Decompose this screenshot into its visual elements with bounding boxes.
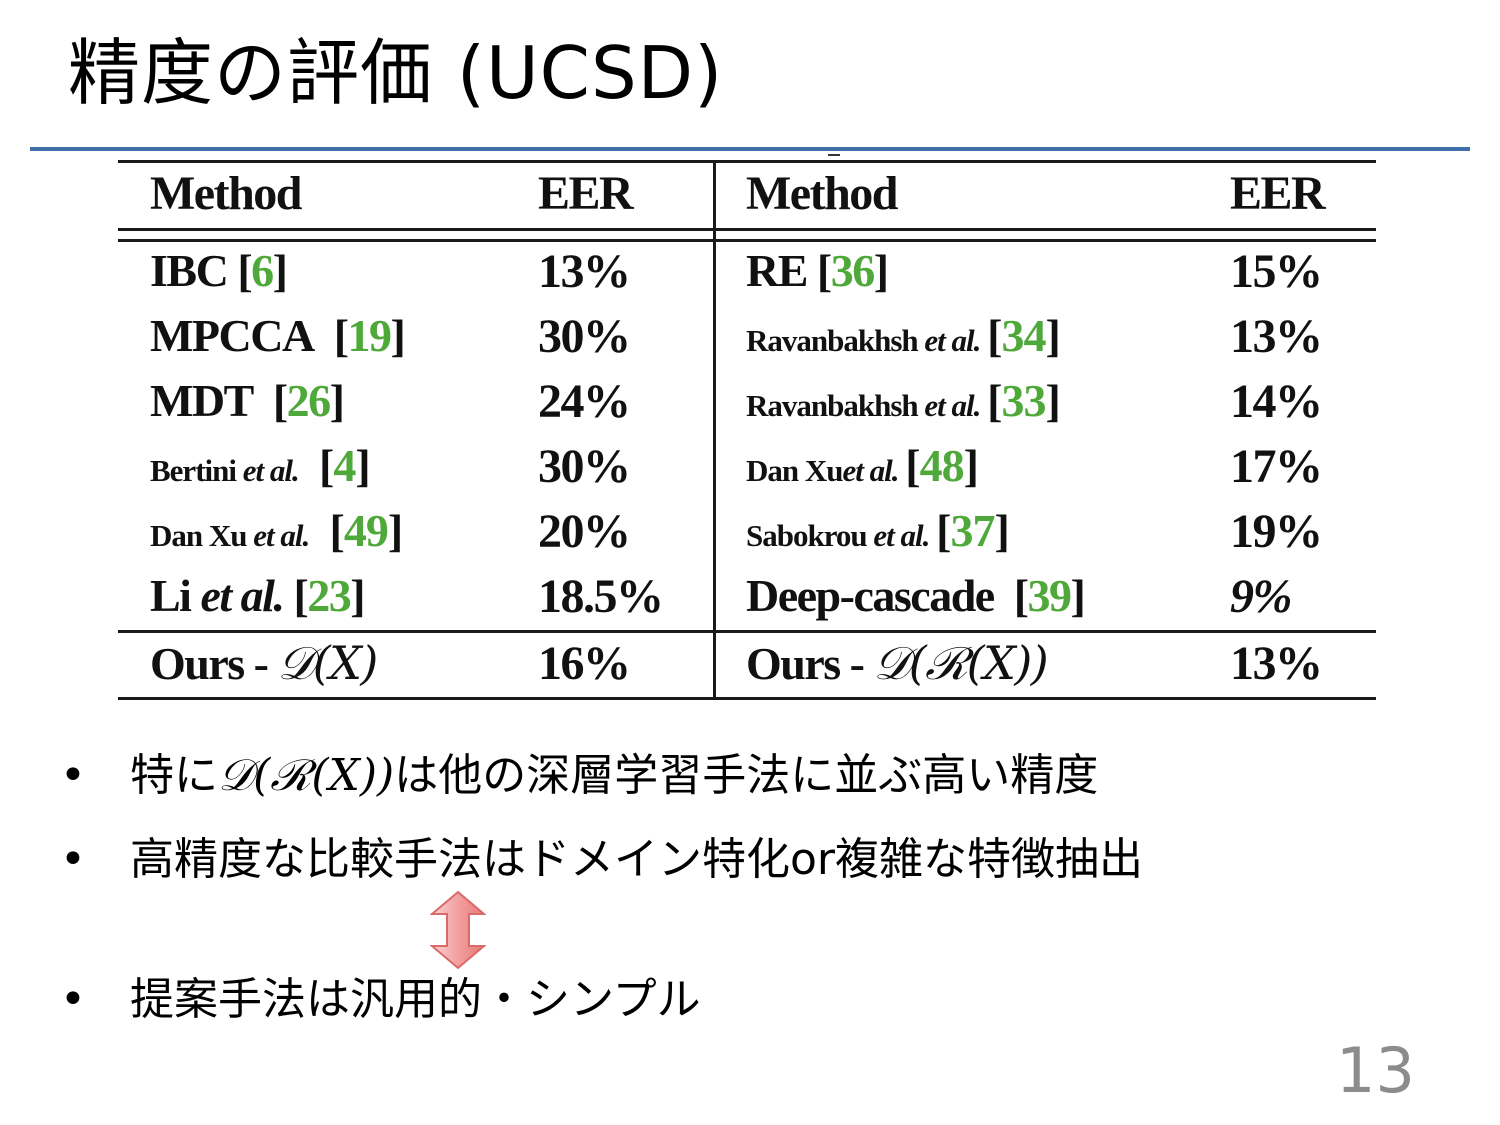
- ours-rule: [118, 630, 1376, 633]
- et-al: et al.: [842, 453, 900, 488]
- header-rule-2: [118, 239, 1376, 242]
- table-row-right-method: RE [36]: [746, 245, 889, 296]
- et-al: et al.: [253, 518, 310, 553]
- method-name: Dan Xu: [746, 453, 844, 488]
- citation: 26: [286, 375, 332, 426]
- header-right-eer: EER: [1230, 167, 1326, 220]
- table-row-right-eer: 14%: [1230, 375, 1323, 428]
- method-name: IBC: [150, 245, 229, 296]
- table-row-right-method: Sabokrou et al. [37]: [746, 505, 1010, 556]
- column-divider: [713, 160, 716, 700]
- citation: 39: [1027, 570, 1073, 621]
- bullet-item: • 高精度な比較手法はドメイン特化or複雑な特徴抽出: [60, 834, 1143, 887]
- bullet-item: • 特に𝒟(ℛ(X))は他の深層学習手法に並ぶ高い精度: [60, 750, 1098, 803]
- method-name: MPCCA: [150, 310, 315, 361]
- table-row-left-eer: 20%: [538, 505, 631, 558]
- bullet-text: 特に: [130, 750, 218, 801]
- table-artifact-mark: [828, 154, 840, 156]
- table-row-left-eer: 24%: [538, 375, 631, 428]
- bullet-dot: •: [60, 750, 86, 801]
- table-row-left-eer: 13%: [538, 245, 631, 298]
- ours-label: Ours -: [150, 638, 278, 689]
- method-name: Deep-cascade: [746, 570, 995, 621]
- header-rule-1: [118, 228, 1376, 231]
- results-table: Method EER Method EER IBC [6] 13% MPCCA …: [118, 160, 1376, 700]
- citation: 37: [950, 505, 996, 556]
- title-underline: [30, 147, 1470, 151]
- table-row-right-eer: 19%: [1230, 505, 1323, 558]
- table-row-left-method: IBC [6]: [150, 245, 288, 296]
- bullet-dot: •: [60, 974, 86, 1025]
- table-row-left-eer: 30%: [538, 440, 631, 493]
- table-row-right-eer: 15%: [1230, 245, 1323, 298]
- table-row-right-method: Dan Xuet al. [48]: [746, 440, 979, 491]
- page-number: 13: [1336, 1034, 1415, 1107]
- citation: 34: [1001, 310, 1046, 361]
- ours-formula: 𝒟(ℛ(X)): [873, 636, 1049, 690]
- method-name: MDT: [150, 375, 254, 426]
- ours-label: Ours -: [746, 638, 874, 689]
- method-name: Ravanbakhsh: [746, 388, 919, 423]
- table-row-right-eer: 13%: [1230, 310, 1323, 363]
- citation: 23: [307, 570, 352, 621]
- et-al: et al.: [924, 388, 981, 423]
- slide-title: 精度の評価 (UCSD): [68, 31, 724, 115]
- table-row-left-method: Li et al. [23]: [150, 570, 366, 621]
- table-bottom-rule: [118, 697, 1376, 700]
- method-name: Li: [150, 570, 192, 621]
- method-name: Dan Xu: [150, 518, 248, 553]
- bullet-text: は他の深層学習手法に並ぶ高い精度: [394, 750, 1099, 801]
- table-row-left-method: MDT [26]: [150, 375, 345, 426]
- table-row-right-method: Ravanbakhsh et al. [33]: [746, 375, 1061, 426]
- ours-right-eer: 13%: [1230, 637, 1323, 690]
- table-top-rule: [118, 160, 1376, 163]
- bullet-text: 提案手法は汎用的・シンプル: [130, 974, 701, 1025]
- table-row-right-method: Deep-cascade [39]: [746, 570, 1086, 621]
- method-name: Ravanbakhsh: [746, 323, 919, 358]
- table-row-right-eer: 9%: [1230, 570, 1292, 623]
- method-name: Bertini: [150, 453, 237, 488]
- ours-formula: 𝒟(X): [277, 636, 379, 690]
- method-name: Sabokrou: [746, 518, 868, 553]
- bullet-item: • 提案手法は汎用的・シンプル: [60, 974, 701, 1027]
- citation: 6: [251, 245, 274, 296]
- table-row-left-method: Bertini et al. [4]: [150, 440, 371, 491]
- et-al: et al.: [924, 323, 981, 358]
- header-left-eer: EER: [538, 167, 634, 220]
- citation: 36: [830, 245, 876, 296]
- citation: 4: [333, 440, 356, 491]
- citation: 33: [1001, 375, 1046, 426]
- et-al: et al.: [873, 518, 930, 553]
- header-left-method: Method: [150, 167, 302, 220]
- citation: 19: [347, 310, 393, 361]
- table-row-left-eer: 30%: [538, 310, 631, 363]
- bullet-text: 高精度な比較手法はドメイン特化or複雑な特徴抽出: [130, 834, 1144, 885]
- table-row-left-method: Dan Xu et al. [49]: [150, 505, 403, 556]
- et-al: et al.: [242, 453, 300, 488]
- ours-left-eer: 16%: [538, 637, 631, 690]
- table-row-right-eer: 17%: [1230, 440, 1323, 493]
- table-row-right-method: Ravanbakhsh et al. [34]: [746, 310, 1061, 361]
- bullet-formula: 𝒟(ℛ(X)): [218, 750, 395, 801]
- ours-right-method: Ours - 𝒟(ℛ(X)): [746, 638, 1049, 689]
- up-down-arrow-icon: [430, 890, 486, 970]
- et-al: et al.: [200, 570, 284, 621]
- method-name: RE: [746, 245, 808, 296]
- header-right-method: Method: [746, 167, 898, 220]
- ours-left-method: Ours - 𝒟(X): [150, 638, 378, 689]
- citation: 49: [343, 505, 389, 556]
- table-row-left-method: MPCCA [19]: [150, 310, 406, 361]
- bullet-dot: •: [60, 834, 86, 885]
- table-row-left-eer: 18.5%: [538, 570, 664, 623]
- citation: 48: [919, 440, 965, 491]
